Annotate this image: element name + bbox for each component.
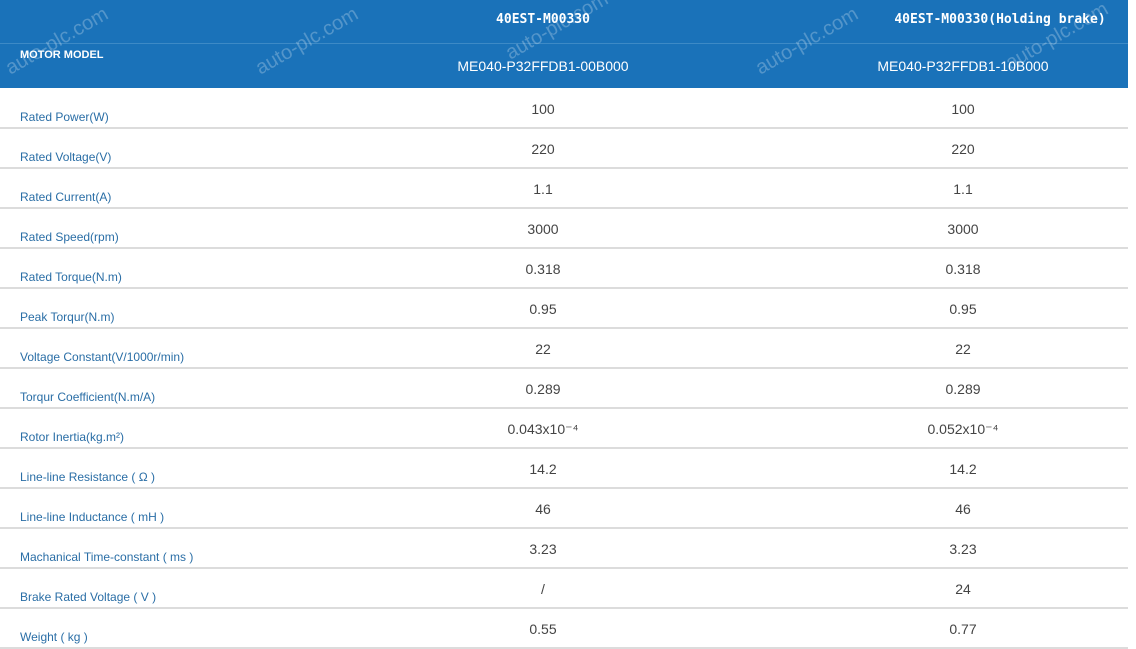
table-header: auto-plc.com auto-plc.com auto-plc.com a… (0, 0, 1128, 88)
row-value-2: 0.052x10⁻⁴ (927, 421, 999, 437)
row-value-1: 22 (535, 341, 551, 357)
table-row: Peak Torqur(N.m) 0.95 0.95 (0, 289, 1128, 329)
table-row: Line-line Inductance ( mH ) 46 46 (0, 489, 1128, 529)
row-label: Rated Current(A) (20, 190, 112, 204)
row-label: Rated Speed(rpm) (20, 230, 119, 244)
row-value-1: 0.318 (525, 261, 561, 277)
column-model-1: ME040-P32FFDB1-00B000 (457, 58, 629, 74)
row-value-1: / (541, 581, 545, 597)
row-value-2: 3000 (947, 221, 979, 237)
watermark: auto-plc.com (1, 2, 113, 80)
row-value-1: 100 (531, 101, 555, 117)
row-value-2: 0.95 (949, 301, 977, 317)
table-row: Rated Voltage(V) 220 220 (0, 129, 1128, 169)
row-label: Brake Rated Voltage ( V ) (20, 590, 157, 604)
table-row: Rated Power(W) 100 100 (0, 89, 1128, 129)
column-series-1: 40EST-M00330 (496, 12, 590, 27)
row-label: Rated Voltage(V) (20, 150, 112, 164)
motor-model-label: MOTOR MODEL (20, 49, 104, 61)
table-row: Rated Torque(N.m) 0.318 0.318 (0, 249, 1128, 289)
row-value-2: 3.23 (949, 541, 977, 557)
table-row: Machanical Time-constant ( ms ) 3.23 3.23 (0, 529, 1128, 569)
row-label: Line-line Resistance ( Ω ) (20, 470, 156, 484)
row-value-1: 1.1 (533, 181, 553, 197)
row-label: Machanical Time-constant ( ms ) (20, 550, 194, 564)
row-value-1: 3.23 (529, 541, 557, 557)
row-label: Rotor Inertia(kg.m²) (20, 430, 125, 444)
row-value-2: 22 (955, 341, 971, 357)
watermark: auto-plc.com (501, 0, 613, 65)
table-row: Torqur Coefficient(N.m/A) 0.289 0.289 (0, 369, 1128, 409)
row-value-2: 0.77 (949, 621, 977, 637)
table-row: Rotor Inertia(kg.m²) 0.043x10⁻⁴ 0.052x10⁻⁴ (0, 409, 1128, 449)
row-label: Rated Power(W) (20, 110, 109, 124)
row-value-1: 0.95 (529, 301, 557, 317)
column-model-2: ME040-P32FFDB1-10B000 (877, 58, 1049, 74)
row-value-1: 0.55 (529, 621, 557, 637)
row-label: Line-line Inductance ( mH ) (20, 510, 165, 524)
row-value-2: 14.2 (949, 461, 977, 477)
table-row: Brake Rated Voltage ( V ) / 24 (0, 569, 1128, 609)
row-label: Weight ( kg ) (20, 630, 88, 644)
row-value-2: 0.318 (945, 261, 981, 277)
table-row: Rated Current(A) 1.1 1.1 (0, 169, 1128, 209)
row-value-2: 0.289 (945, 381, 981, 397)
watermark: auto-plc.com (251, 2, 363, 80)
row-value-2: 24 (955, 581, 971, 597)
row-value-1: 3000 (527, 221, 559, 237)
row-label: Rated Torque(N.m) (20, 270, 122, 284)
header-divider (0, 43, 1128, 44)
row-value-2: 220 (951, 141, 975, 157)
row-value-2: 46 (955, 501, 971, 517)
row-value-2: 1.1 (953, 181, 973, 197)
table-row: Line-line Resistance ( Ω ) 14.2 14.2 (0, 449, 1128, 489)
row-label: Torqur Coefficient(N.m/A) (20, 390, 156, 404)
row-value-1: 14.2 (529, 461, 557, 477)
table-row: Weight ( kg ) 0.55 0.77 (0, 609, 1128, 649)
row-label: Peak Torqur(N.m) (20, 310, 115, 324)
table-row: Rated Speed(rpm) 3000 3000 (0, 209, 1128, 249)
watermark: auto-plc.com (751, 2, 863, 80)
row-value-1: 0.289 (525, 381, 561, 397)
row-value-1: 0.043x10⁻⁴ (507, 421, 579, 437)
row-value-1: 46 (535, 501, 551, 517)
row-label: Voltage Constant(V/1000r/min) (20, 350, 185, 364)
column-series-2: 40EST-M00330(Holding brake) (894, 12, 1106, 27)
row-value-1: 220 (531, 141, 555, 157)
row-value-2: 100 (951, 101, 975, 117)
table-row: Voltage Constant(V/1000r/min) 22 22 (0, 329, 1128, 369)
